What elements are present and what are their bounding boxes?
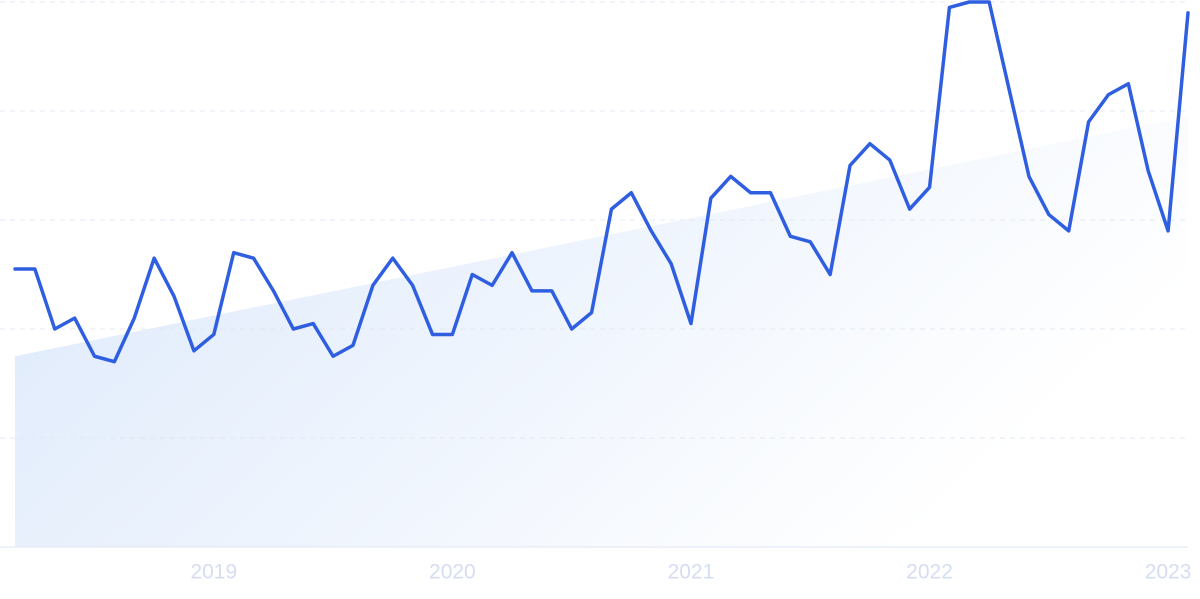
x-tick-label: 2019	[190, 561, 237, 584]
x-tick-label: 2021	[668, 561, 715, 584]
x-tick-label: 2022	[906, 561, 953, 584]
x-tick-label: 2023	[1145, 561, 1192, 584]
trend-line	[13, 0, 1190, 364]
x-tick-label: 2020	[429, 561, 476, 584]
trend-area	[15, 116, 1188, 547]
